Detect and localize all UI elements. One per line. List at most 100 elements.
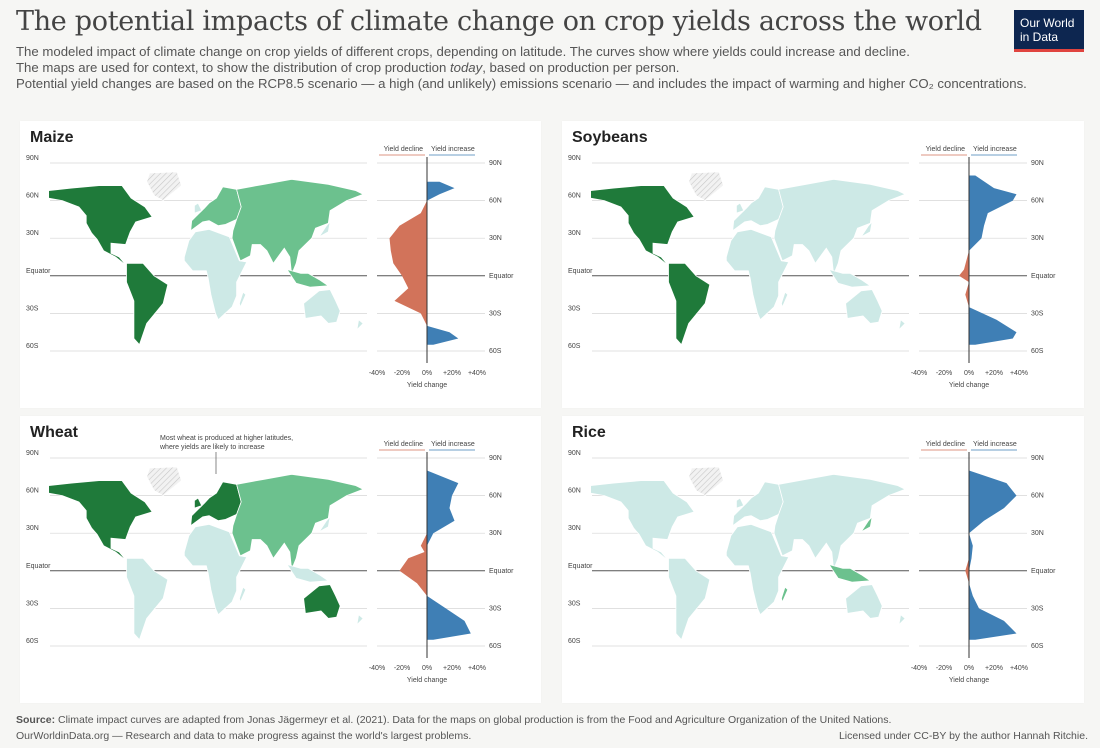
x-tick-label: -40% (369, 665, 385, 672)
subtitle-2c: , based on production per person. (482, 60, 680, 75)
x-tick-label: 0% (964, 665, 974, 672)
x-axis-label: Yield change (949, 382, 989, 389)
soybeans-chart: 90N 90N 60N 60N 30N 30N Equator Equator 30S 30S 60… (568, 146, 1056, 389)
decline-label: Yield decline (384, 146, 424, 153)
panel-title: Wheat (30, 424, 78, 441)
latitude-label-left: 60S (26, 638, 39, 645)
latitude-label-right: 90N (489, 160, 502, 167)
map-region-southAmerica (126, 262, 169, 346)
latitude-label-left: 60N (568, 488, 581, 495)
latitude-label-left: 90N (568, 450, 581, 457)
yield-decline-area (399, 470, 427, 640)
yield-increase-area (427, 181, 459, 345)
yield-decline-area (389, 181, 427, 345)
panel-title: Maize (30, 129, 74, 146)
latitude-label-right: 60S (489, 643, 502, 650)
x-tick-label: +20% (443, 665, 461, 672)
owid-logo[interactable]: Our World in Data (1014, 10, 1084, 52)
latitude-label-left: 30N (568, 230, 581, 237)
subtitle-2a: The maps are used for context, to show t… (16, 60, 450, 75)
latitude-label-right: 60S (489, 348, 502, 355)
subtitle-2b: today (449, 60, 483, 75)
x-tick-label: +20% (985, 665, 1003, 672)
yield-increase-area (427, 470, 471, 640)
org-note[interactable]: OurWorldinData.org — Research and data t… (16, 730, 472, 742)
latitude-label-left: 30N (26, 525, 39, 532)
map-region-uk (735, 202, 745, 214)
latitude-label-right: 30S (1031, 605, 1044, 612)
latitude-label-right: 90N (1031, 160, 1044, 167)
latitude-label-left: Equator (568, 268, 593, 275)
latitude-label-right: 30N (489, 235, 502, 242)
map-region-asia (231, 178, 365, 275)
latitude-label-left: 60S (568, 343, 581, 350)
decline-label: Yield decline (926, 441, 966, 448)
map-region-greenland (146, 171, 183, 202)
map-region-africa (183, 228, 248, 321)
x-tick-label: +40% (1010, 665, 1028, 672)
latitude-label-left: Equator (568, 563, 593, 570)
map-region-japan (318, 515, 331, 533)
x-tick-label: 0% (422, 665, 432, 672)
latitude-label-right: 90N (1031, 455, 1044, 462)
increase-label: Yield increase (973, 441, 1017, 448)
latitude-label-left: 30S (26, 600, 39, 607)
map-region-northAmerica (48, 185, 153, 267)
map-region-australia (845, 289, 883, 324)
latitude-label-right: 60S (1031, 643, 1044, 650)
latitude-label-left: 60N (568, 193, 581, 200)
latitude-label-right: 60S (1031, 348, 1044, 355)
increase-label: Yield increase (431, 441, 475, 448)
x-tick-label: 0% (964, 370, 974, 377)
panel-soybeans: 90N 90N 60N 60N 30N 30N Equator Equator 30S 30S 60… (562, 121, 1084, 408)
maize-chart: 90N 90N 60N 60N 30N 30N Equator Equator 30S 30S 60… (26, 146, 514, 389)
yield-increase-area (969, 175, 1017, 345)
map-region-southAmerica (668, 262, 711, 346)
latitude-label-left: Equator (26, 268, 51, 275)
map-region-africa (725, 523, 790, 616)
x-tick-label: -20% (394, 665, 410, 672)
wheat-chart: 90N 90N 60N 60N 30N 30N Equator Equator 30S 30S 60… (26, 435, 514, 684)
map-region-nz (352, 613, 364, 629)
subtitle-line-2: The maps are used for context, to show t… (16, 60, 679, 75)
latitude-label-right: Equator (489, 568, 514, 575)
map-region-northAmerica (590, 185, 695, 267)
x-tick-label: -40% (911, 370, 927, 377)
x-tick-label: +20% (443, 370, 461, 377)
map-region-greenland (688, 171, 725, 202)
map-region-indonesia (828, 563, 872, 583)
x-tick-label: +40% (1010, 370, 1028, 377)
x-axis-label: Yield change (407, 677, 447, 684)
latitude-label-right: 60N (1031, 493, 1044, 500)
map-region-uk (193, 497, 203, 509)
latitude-label-right: 30N (1031, 530, 1044, 537)
map-region-nz (894, 318, 906, 334)
latitude-label-left: 90N (26, 155, 39, 162)
map-region-greenland (688, 466, 725, 497)
x-tick-label: 0% (422, 370, 432, 377)
annotation-line-1: Most wheat is produced at higher latitud… (160, 435, 293, 442)
latitude-label-left: 60S (26, 343, 39, 350)
map-region-asia (773, 473, 907, 570)
yield-decline-area (959, 175, 969, 345)
map-region-japan (318, 220, 331, 238)
map-region-nz (352, 318, 364, 334)
x-tick-label: +20% (985, 370, 1003, 377)
latitude-label-right: Equator (1031, 273, 1056, 280)
subtitle-line-3: Potential yield changes are based on the… (16, 76, 1027, 91)
latitude-label-right: Equator (489, 273, 514, 280)
increase-label: Yield increase (973, 146, 1017, 153)
latitude-label-right: 30S (489, 605, 502, 612)
latitude-label-left: 30N (26, 230, 39, 237)
map-region-northAmerica (48, 480, 153, 562)
map-region-japan (860, 515, 873, 533)
x-tick-label: -40% (911, 665, 927, 672)
latitude-label-left: 30S (26, 305, 39, 312)
latitude-label-right: Equator (1031, 568, 1056, 575)
map-region-southAmerica (668, 557, 711, 641)
source-note: Source: Climate impact curves are adapte… (16, 714, 891, 726)
map-region-uk (735, 497, 745, 509)
latitude-label-left: 30S (568, 600, 581, 607)
decline-label: Yield decline (926, 146, 966, 153)
latitude-label-right: 60N (489, 198, 502, 205)
